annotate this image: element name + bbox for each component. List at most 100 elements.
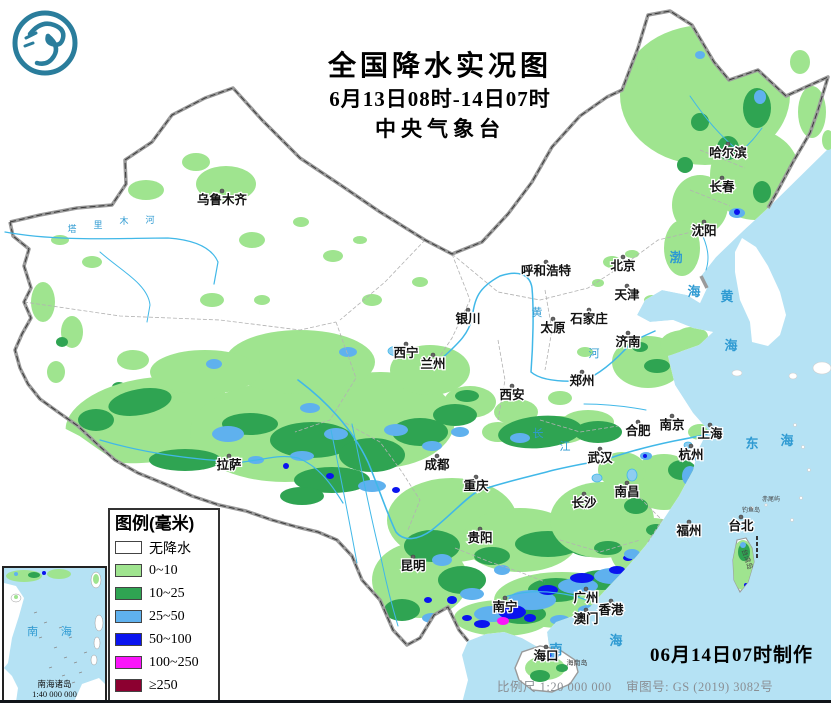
- city-dot: [465, 307, 471, 313]
- precip-blob: [150, 350, 260, 394]
- sea-label: 海: [609, 633, 622, 648]
- sea-label: 渤: [669, 250, 682, 265]
- inset-borneo: [74, 678, 105, 702]
- precip-blob: [82, 256, 102, 268]
- city-label: 长沙: [571, 495, 597, 510]
- city-marker-成都: 成都: [423, 453, 451, 473]
- city-dot: [430, 352, 436, 358]
- precip-blob: [254, 295, 270, 305]
- precip-blob: [47, 361, 65, 383]
- city-label: 杭州: [678, 447, 703, 462]
- city-dot: [410, 554, 416, 560]
- river-label: 河: [589, 347, 600, 360]
- city-marker-北京: 北京: [609, 254, 637, 274]
- legend-swatch: [115, 610, 142, 623]
- precip-blob: [624, 498, 648, 514]
- city-marker-石家庄: 石家庄: [568, 307, 609, 327]
- city-dot: [583, 586, 589, 592]
- city-label: 石家庄: [569, 311, 608, 326]
- precip-blob: [323, 250, 343, 262]
- precip-blob: [577, 347, 593, 357]
- sea-label: 海: [687, 284, 700, 299]
- city-label: 哈尔滨: [709, 145, 747, 160]
- precip-blob: [494, 565, 510, 575]
- precip-blob: [324, 428, 348, 440]
- precip-blob: [438, 566, 486, 594]
- header-block: 全国降水实况图 6月13日08时-14日07时 中央气象台: [255, 50, 625, 144]
- precip-blob: [508, 590, 556, 610]
- city-dot: [543, 259, 549, 265]
- city-marker-重庆: 重庆: [462, 474, 490, 494]
- inset-sea-label: 南 海: [27, 626, 82, 638]
- precip-blob: [546, 653, 552, 657]
- city-label: 天津: [614, 287, 640, 302]
- inset-map: [4, 568, 105, 702]
- river-label: 河: [145, 214, 154, 225]
- city-dot: [608, 598, 614, 604]
- precip-blob: [424, 597, 432, 603]
- south-china-sea-inset: 南 海 南海诸岛 1:40 000 000: [2, 566, 107, 703]
- precip-blob: [474, 547, 510, 565]
- lakes: [387, 345, 693, 483]
- city-dot: [625, 330, 631, 336]
- city-label: 西安: [499, 387, 524, 402]
- precip-blob: [78, 409, 114, 431]
- precip-blob: [384, 599, 420, 621]
- sea-labels: 渤海 黄海东 海南海: [549, 250, 793, 657]
- city-marker-香港: 香港: [596, 598, 625, 618]
- precip-blob: [592, 279, 604, 287]
- city-label: 西宁: [393, 345, 418, 360]
- river-label: 长: [533, 427, 544, 440]
- bottom-border: [0, 700, 831, 703]
- river-label: 塔: [67, 223, 76, 234]
- precip-blob: [326, 473, 334, 479]
- precip-blob: [644, 359, 670, 373]
- city-label: 南宁: [492, 599, 517, 614]
- precip-blob: [239, 232, 265, 248]
- city-dot: [719, 175, 725, 181]
- city-dot: [581, 491, 587, 497]
- city-label: 太原: [540, 320, 566, 335]
- inset-islands-label: 南海诸岛: [37, 679, 72, 689]
- city-label: 海口: [533, 648, 558, 663]
- legend-row: ≥250: [115, 674, 214, 697]
- precip-blob: [31, 282, 55, 322]
- city-label: 拉萨: [216, 457, 242, 472]
- city-label: 南昌: [614, 484, 639, 499]
- city-label: 澳门: [573, 611, 598, 626]
- city-label: 济南: [615, 334, 641, 349]
- legend-swatch: [115, 587, 142, 600]
- city-dot: [550, 316, 556, 322]
- city-marker-福州: 福州: [674, 519, 703, 539]
- city-marker-澳门: 澳门: [572, 607, 600, 627]
- city-label: 郑州: [569, 373, 594, 388]
- precip-blob: [196, 166, 256, 202]
- legend-label: 25~50: [149, 608, 185, 624]
- precip-blob: [734, 209, 740, 215]
- city-marker-上海: 上海: [696, 422, 724, 442]
- sea-label: 海: [780, 433, 793, 448]
- city-dot: [707, 422, 713, 428]
- city-marker-长沙: 长沙: [570, 491, 598, 511]
- river-label: 黄: [532, 305, 543, 319]
- city-marker-太原: 太原: [539, 316, 567, 336]
- city-marker-昆明: 昆明: [399, 554, 427, 574]
- city-marker-广州: 广州: [572, 586, 600, 606]
- city-label: 银川: [455, 311, 480, 326]
- precip-blob: [738, 543, 750, 561]
- city-dot: [509, 383, 515, 389]
- page-title: 全国降水实况图: [327, 51, 552, 82]
- precip-blob: [206, 359, 222, 369]
- precip-blob: [753, 181, 771, 203]
- legend-swatch: [115, 656, 142, 669]
- precip-blob: [462, 615, 472, 621]
- precip-blob: [412, 277, 428, 287]
- legend-rows: 无降水 0~10 10~25 25~50 50~100 100~250 ≥250: [115, 536, 214, 697]
- city-dot: [543, 644, 549, 650]
- cma-logo: [12, 10, 78, 76]
- precip-blob: [672, 175, 728, 235]
- precip-blob: [362, 294, 382, 306]
- legend-label: 50~100: [149, 631, 192, 647]
- precip-blob: [294, 467, 370, 493]
- precip-blob: [447, 596, 457, 604]
